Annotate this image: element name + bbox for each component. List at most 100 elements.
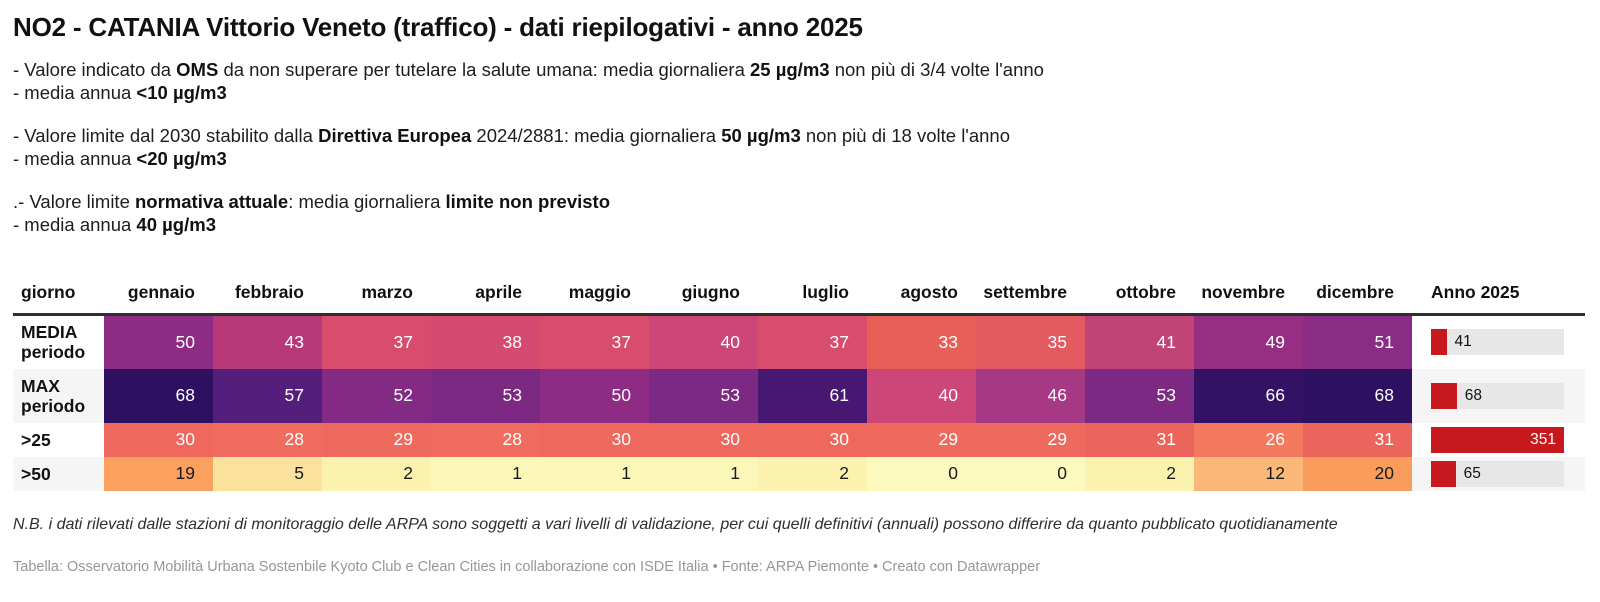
anno-bar-track: 41 [1431, 329, 1564, 356]
data-cell: 66 [1194, 368, 1303, 423]
data-cell: 1 [649, 456, 758, 491]
data-cell: 0 [867, 456, 976, 491]
data-cell: 2 [1085, 456, 1194, 491]
data-cell: 43 [213, 314, 322, 369]
data-cell: 37 [540, 314, 649, 369]
note-block-normativa-attuale: .- Valore limite normativa attuale: medi… [13, 191, 1586, 236]
note-line: - media annua 40 µg/m3 [13, 213, 216, 235]
data-cell: 53 [649, 368, 758, 423]
column-header-month: marzo [322, 282, 431, 316]
data-cell: 46 [976, 368, 1085, 423]
note-line: - media annua <10 µg/m3 [13, 81, 227, 103]
anno-bar [1431, 382, 1457, 409]
data-cell: 30 [649, 422, 758, 457]
data-cell: 53 [1085, 368, 1194, 423]
table-row-media-periodo: MEDIA periodo 50 43 37 38 37 40 37 33 35… [13, 314, 1585, 369]
row-label: >50 [21, 463, 51, 484]
column-header-month: gennaio [104, 282, 213, 316]
data-cell: 35 [976, 314, 1085, 369]
page: NO2 - CATANIA Vittorio Veneto (traffico)… [13, 12, 1586, 575]
column-header-month: febbraio [213, 282, 322, 316]
table-row-gt50: >50 19 5 2 1 1 1 2 0 0 2 12 20 65 [13, 456, 1585, 491]
data-cell: 31 [1085, 422, 1194, 457]
column-header-month: giugno [649, 282, 758, 316]
data-cell: 68 [104, 368, 213, 423]
data-cell: 37 [758, 314, 867, 369]
note-line: - Valore limite dal 2030 stabilito dalla… [13, 125, 1010, 146]
data-cell: 26 [1194, 422, 1303, 457]
data-cell: 2 [322, 456, 431, 491]
validation-note: N.B. i dati rilevati dalle stazioni di m… [13, 515, 1338, 533]
data-cell: 50 [104, 314, 213, 369]
anno-bar [1431, 460, 1456, 487]
data-cell: 50 [540, 368, 649, 423]
anno-bar-value: 41 [1454, 333, 1472, 351]
data-cell: 51 [1303, 314, 1412, 369]
attribution-line: Tabella: Osservatorio Mobilità Urbana So… [13, 558, 1041, 575]
data-cell: 30 [104, 422, 213, 457]
column-header-month: agosto [867, 282, 976, 316]
anno-bar [1431, 329, 1447, 356]
data-cell: 2 [758, 456, 867, 491]
data-cell: 1 [431, 456, 540, 491]
note-block-oms: - Valore indicato da OMS da non superare… [13, 59, 1586, 104]
data-cell: 49 [1194, 314, 1303, 369]
anno-bar-value: 351 [1530, 430, 1556, 448]
row-label: MAX periodo [21, 375, 86, 416]
table-row-gt25: >25 30 28 29 28 30 30 30 29 29 31 26 31 … [13, 422, 1585, 457]
column-header-giorno: giorno [13, 282, 104, 316]
data-cell: 29 [976, 422, 1085, 457]
data-cell: 29 [322, 422, 431, 457]
column-header-month: aprile [431, 282, 540, 316]
data-cell: 0 [976, 456, 1085, 491]
anno-bar-cell: 41 [1412, 315, 1585, 369]
note-line: - Valore indicato da OMS da non superare… [13, 59, 1044, 80]
row-label: >25 [21, 429, 51, 450]
data-cell: 30 [540, 422, 649, 457]
data-cell: 57 [213, 368, 322, 423]
column-header-month: ottobre [1085, 282, 1194, 316]
anno-bar-track: 351 [1431, 426, 1564, 453]
anno-bar-value: 65 [1463, 464, 1481, 482]
data-cell: 28 [431, 422, 540, 457]
anno-bar-cell: 65 [1412, 457, 1585, 491]
data-cell: 33 [867, 314, 976, 369]
data-cell: 40 [867, 368, 976, 423]
column-header-anno-2025: Anno 2025 [1412, 282, 1585, 316]
table-header-row: giorno gennaio febbraio marzo aprile mag… [13, 282, 1585, 316]
note-block-direttiva-europea: - Valore limite dal 2030 stabilito dalla… [13, 125, 1586, 170]
data-cell: 40 [649, 314, 758, 369]
data-cell: 52 [322, 368, 431, 423]
page-title: NO2 - CATANIA Vittorio Veneto (traffico)… [13, 12, 863, 42]
anno-bar [1431, 426, 1564, 453]
column-header-month: novembre [1194, 282, 1303, 316]
data-cell: 1 [540, 456, 649, 491]
column-header-month: luglio [758, 282, 867, 316]
data-cell: 53 [431, 368, 540, 423]
data-cell: 12 [1194, 456, 1303, 491]
column-header-month: settembre [976, 282, 1085, 316]
note-line: - media annua <20 µg/m3 [13, 147, 227, 169]
data-cell: 19 [104, 456, 213, 491]
data-cell: 28 [213, 422, 322, 457]
data-cell: 68 [1303, 368, 1412, 423]
data-cell: 31 [1303, 422, 1412, 457]
data-cell: 61 [758, 368, 867, 423]
row-label: MEDIA periodo [21, 322, 86, 363]
anno-bar-track: 65 [1431, 460, 1564, 487]
column-header-month: maggio [540, 282, 649, 316]
data-cell: 29 [867, 422, 976, 457]
data-cell: 37 [322, 314, 431, 369]
data-cell: 5 [213, 456, 322, 491]
data-table: giorno gennaio febbraio marzo aprile mag… [13, 282, 1585, 491]
anno-bar-cell: 351 [1412, 423, 1585, 457]
data-cell: 30 [758, 422, 867, 457]
note-line: .- Valore limite normativa attuale: medi… [13, 191, 610, 212]
table-row-max-periodo: MAX periodo 68 57 52 53 50 53 61 40 46 5… [13, 368, 1585, 423]
column-header-month: dicembre [1303, 282, 1412, 316]
anno-bar-value: 68 [1464, 386, 1483, 404]
anno-bar-track: 68 [1431, 382, 1564, 409]
data-cell: 20 [1303, 456, 1412, 491]
data-cell: 41 [1085, 314, 1194, 369]
data-cell: 38 [431, 314, 540, 369]
